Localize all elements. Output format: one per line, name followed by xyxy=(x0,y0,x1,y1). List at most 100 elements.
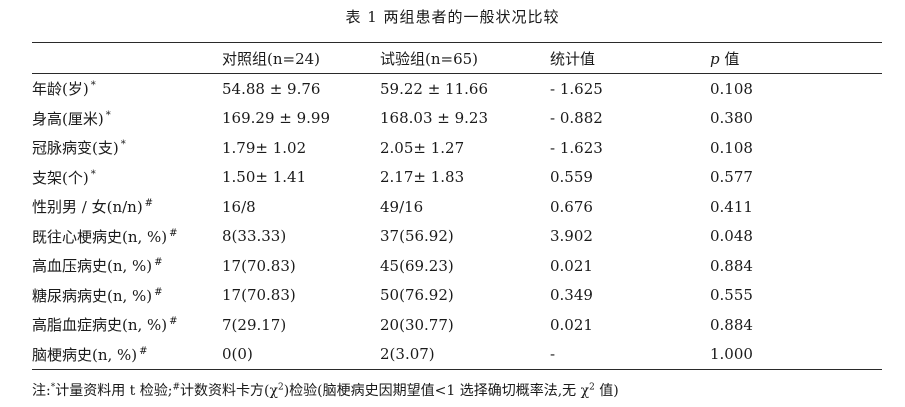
row-test-mark: # xyxy=(154,286,163,298)
row-test-mark: # xyxy=(169,316,178,328)
control-group-value: 169.29 ± 9.99 xyxy=(222,109,330,128)
row-label-cell: 支架(个) * xyxy=(32,163,222,193)
row-label: 高脂血症病史(n, %) xyxy=(32,316,168,335)
table-row: 性别男 / 女(n/n) #16/8 49/16 0.676 0.411 xyxy=(32,192,882,222)
footnote-prefix: 注: xyxy=(32,383,51,399)
header-control-group: 对照组(n=24) xyxy=(222,49,321,68)
trial-group-value: 37(56.92) xyxy=(380,227,454,246)
table-row: 高血压病史(n, %) #17(70.83) 45(69.23) 0.021 0.884 xyxy=(32,251,882,281)
statistic-value: 0.021 xyxy=(550,256,593,275)
row-test-mark: * xyxy=(90,168,96,180)
statistic-value: - 0.882 xyxy=(550,109,603,128)
trial-group-value: 2.17± 1.83 xyxy=(380,168,465,187)
control-group-value: 8(33.33) xyxy=(222,227,287,246)
statistic-value: 0.021 xyxy=(550,315,593,334)
row-label-cell: 高血压病史(n, %) # xyxy=(32,251,222,281)
p-value: 0.411 xyxy=(710,197,753,216)
control-group-value: 0(0) xyxy=(222,345,253,364)
row-label-cell: 高脂血症病史(n, %) # xyxy=(32,310,222,340)
statistic-value: 0.559 xyxy=(550,168,593,187)
trial-group-value: 2.05± 1.27 xyxy=(380,138,465,157)
control-group-value: 1.79± 1.02 xyxy=(222,138,307,157)
table-row: 糖尿病病史(n, %) #17(70.83) 50(76.92) 0.349 0.555 xyxy=(32,281,882,311)
header-trial-group: 试验组(n=65) xyxy=(380,49,479,68)
row-label: 糖尿病病史(n, %) xyxy=(32,286,153,305)
p-value: 0.048 xyxy=(710,227,753,246)
p-value: 1.000 xyxy=(710,345,753,364)
table-row: 脑梗病史(n, %) #0(0) 2(3.07) - 1.000 xyxy=(32,340,882,370)
row-label: 年龄(岁) xyxy=(32,80,89,99)
table-row: 高脂血症病史(n, %) #7(29.17) 20(30.77) 0.021 0.884 xyxy=(32,310,882,340)
row-label-cell: 身高(厘米) * xyxy=(32,104,222,134)
control-group-value: 1.50± 1.41 xyxy=(222,168,307,187)
row-label: 冠脉病变(支) xyxy=(32,139,119,158)
p-value: 0.577 xyxy=(710,168,753,187)
trial-group-value: 50(76.92) xyxy=(380,286,454,305)
footnote-text-3: )检验(脑梗病史因期望值<1 选择确切概率法,无 χ xyxy=(283,383,590,399)
statistic-value: - xyxy=(550,345,556,364)
table-row: 支架(个) * 1.50± 1.41 2.17± 1.83 0.559 0.577 xyxy=(32,163,882,193)
row-label-cell: 冠脉病变(支) * xyxy=(32,133,222,163)
trial-group-value: 45(69.23) xyxy=(380,256,454,275)
header-p-letter: p xyxy=(710,49,720,68)
p-value: 0.380 xyxy=(710,109,753,128)
table-row: 既往心梗病史(n, %) #8(33.33) 37(56.92) 3.902 0.048 xyxy=(32,222,882,252)
comparison-table: 对照组(n=24) 试验组(n=65) 统计值 p 值 年龄(岁) * 54.88 … xyxy=(32,42,882,370)
statistic-value: - 1.625 xyxy=(550,79,603,98)
footnote-text-4: 值) xyxy=(594,383,619,399)
footnote-mark-star: * xyxy=(50,382,56,393)
header-p-value: p 值 xyxy=(710,43,882,74)
footnote-superscript-2b: 2 xyxy=(589,382,595,393)
control-group-value: 17(70.83) xyxy=(222,286,296,305)
row-label: 脑梗病史(n, %) xyxy=(32,345,138,364)
trial-group-value: 59.22 ± 11.66 xyxy=(380,79,488,98)
table-row: 冠脉病变(支) * 1.79± 1.02 2.05± 1.27- 1.623 0.108 xyxy=(32,133,882,163)
comparison-table-container: 对照组(n=24) 试验组(n=65) 统计值 p 值 年龄(岁) * 54.88 … xyxy=(32,42,882,370)
row-test-mark: * xyxy=(105,109,111,121)
header-p-suffix: 值 xyxy=(719,49,740,68)
table-caption: 表 1 两组患者的一般状况比较 xyxy=(345,8,560,26)
trial-group-value: 168.03 ± 9.23 xyxy=(380,109,488,128)
statistic-value: 0.676 xyxy=(550,197,593,216)
control-group-value: 17(70.83) xyxy=(222,256,296,275)
trial-group-value: 49/16 xyxy=(380,197,424,216)
row-label: 既往心梗病史(n, %) xyxy=(32,227,168,246)
trial-group-value: 20(30.77) xyxy=(380,315,454,334)
footnote-text-1: 计量资料用 t 检验; xyxy=(55,383,173,399)
header-label-column xyxy=(32,43,222,74)
statistic-value: 3.902 xyxy=(550,227,593,246)
row-label-cell: 糖尿病病史(n, %) # xyxy=(32,281,222,311)
trial-group-value: 2(3.07) xyxy=(380,345,435,364)
row-label: 高血压病史(n, %) xyxy=(32,257,153,276)
row-test-mark: * xyxy=(90,80,96,92)
row-label-cell: 性别男 / 女(n/n) # xyxy=(32,192,222,222)
control-group-value: 16/8 xyxy=(222,197,256,216)
table-header-row: 对照组(n=24) 试验组(n=65) 统计值 p 值 xyxy=(32,42,882,74)
row-test-mark: # xyxy=(169,227,178,239)
footnote-superscript-2a: 2 xyxy=(277,382,284,393)
p-value: 0.555 xyxy=(710,286,753,305)
footnote-text-2: 计数资料卡方(χ xyxy=(180,383,278,399)
row-test-mark: * xyxy=(120,139,126,151)
table-row: 身高(厘米) * 169.29 ± 9.99 168.03 ± 9.23- 0.882… xyxy=(32,104,882,134)
row-test-mark: # xyxy=(139,345,148,357)
row-label: 身高(厘米) xyxy=(32,109,104,128)
table-footnote: 注:*计量资料用 t 检验;#计数资料卡方(χ2)检验(脑梗病史因期望值<1 选… xyxy=(32,380,619,400)
footnote-mark-hash: # xyxy=(172,382,181,393)
statistic-value: 0.349 xyxy=(550,286,593,305)
table-body: 年龄(岁) * 54.88 ± 9.76 59.22 ± 11.66- 1.625 0.… xyxy=(32,74,882,370)
row-label: 性别男 / 女(n/n) xyxy=(32,198,143,217)
p-value: 0.884 xyxy=(710,256,753,275)
p-value: 0.884 xyxy=(710,315,753,334)
table-row: 年龄(岁) * 54.88 ± 9.76 59.22 ± 11.66- 1.625 0.… xyxy=(32,74,882,104)
p-value: 0.108 xyxy=(710,79,753,98)
row-test-mark: # xyxy=(154,257,163,269)
row-test-mark: # xyxy=(144,198,154,210)
header-statistic: 统计值 xyxy=(550,49,596,68)
statistic-value: - 1.623 xyxy=(550,138,603,157)
row-label-cell: 年龄(岁) * xyxy=(32,74,222,104)
row-label: 支架(个) xyxy=(32,168,89,187)
row-label-cell: 既往心梗病史(n, %) # xyxy=(32,222,222,252)
control-group-value: 7(29.17) xyxy=(222,315,287,334)
row-label-cell: 脑梗病史(n, %) # xyxy=(32,340,222,370)
